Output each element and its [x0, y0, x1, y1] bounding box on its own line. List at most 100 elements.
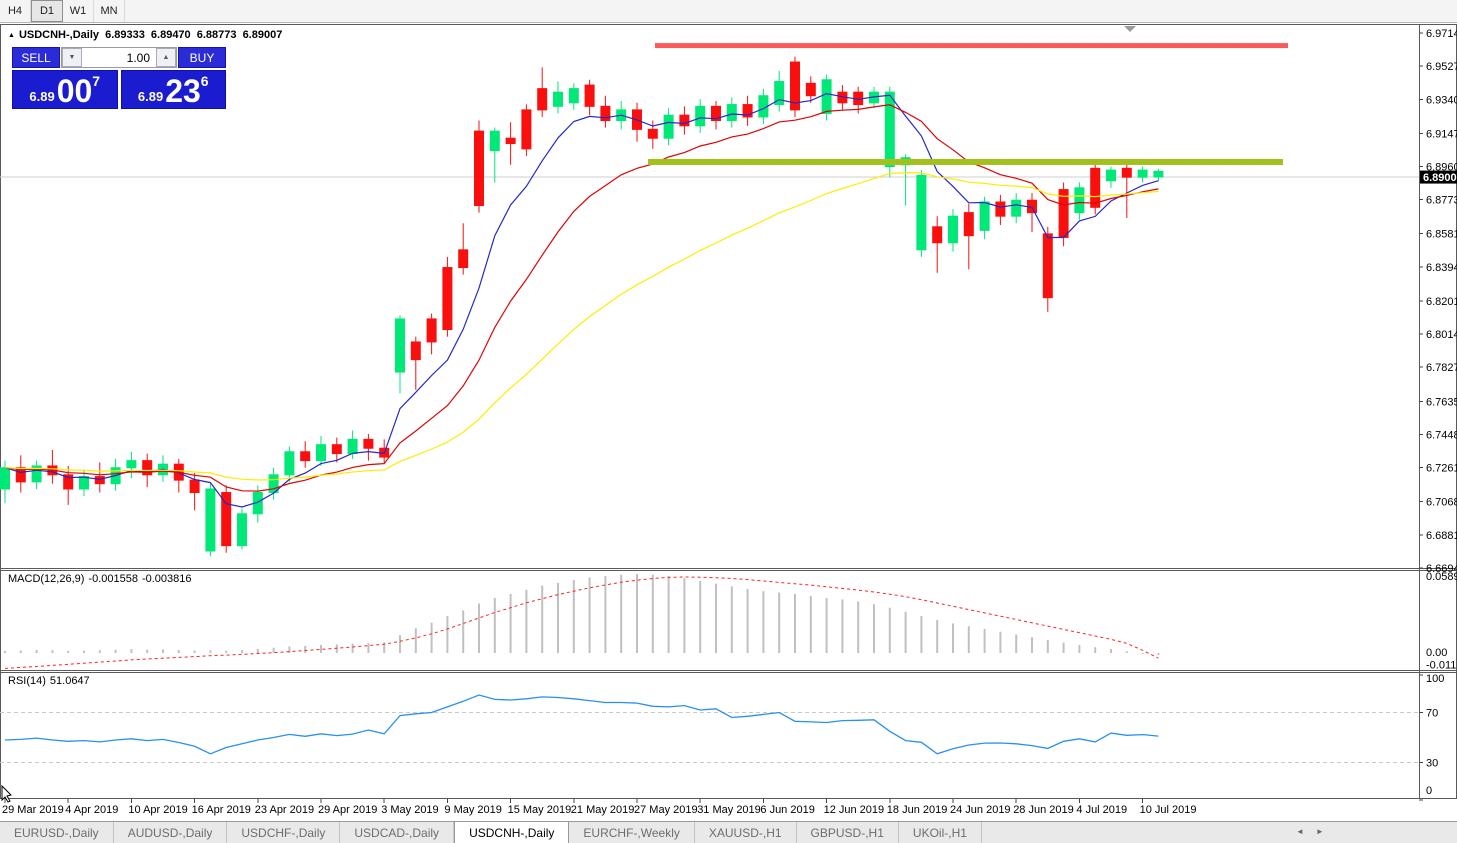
candle-body [647, 128, 658, 139]
volume-input[interactable]: 1.00 [126, 50, 150, 65]
date-axis-label: 4 Apr 2019 [65, 804, 118, 816]
macd-axis-label: -0.01127 [1426, 659, 1457, 671]
date-axis-label: 16 Apr 2019 [192, 804, 251, 816]
timeframe-w1[interactable]: W1 [63, 0, 94, 22]
tab-eurusd-daily[interactable]: EURUSD-,Daily [0, 822, 114, 843]
chart-background [0, 24, 1457, 820]
tab-scroll-right-icon[interactable]: ► [1315, 827, 1324, 836]
support-line[interactable] [648, 158, 1283, 165]
buy-price-tile[interactable]: 6.89 23 6 [120, 70, 226, 109]
price-axis-label: 6.85810 [1426, 229, 1457, 241]
ohlc-open: 6.89333 [105, 29, 145, 41]
candle-body [1090, 167, 1101, 208]
spin-up-icon: ▲ [162, 54, 170, 61]
volume-increase-button[interactable]: ▲ [156, 48, 176, 67]
date-axis-label: 12 Jun 2019 [824, 804, 885, 816]
tab-xauusd-h1[interactable]: XAUUSD-,H1 [695, 822, 797, 843]
candle-body [31, 465, 42, 483]
price-axis-label: 6.83940 [1426, 262, 1457, 274]
candle-body [221, 492, 232, 547]
price-axis-label: 6.82015 [1426, 296, 1457, 308]
rsi-indicator-label: RSI(14) 51.0647 [8, 675, 94, 687]
date-axis-label: 31 May 2019 [697, 804, 761, 816]
candle-body [489, 130, 500, 152]
buy-button[interactable]: BUY [178, 47, 226, 68]
tab-eurchf-weekly[interactable]: EURCHF-,Weekly [569, 822, 695, 843]
date-axis-label: 28 Jun 2019 [1013, 804, 1074, 816]
candle-body [63, 474, 74, 490]
tab-usdcnh-daily[interactable]: USDCNH-,Daily [454, 822, 570, 843]
candle-body [805, 82, 816, 97]
tab-ukoil-h1[interactable]: UKOil-,H1 [899, 822, 982, 843]
tab-audusd-daily[interactable]: AUDUSD-,Daily [114, 822, 228, 843]
sell-price-big: 00 [56, 73, 93, 109]
chart-symbol: USDCNH-,Daily [18, 29, 100, 41]
price-axis-label: 6.66945 [1426, 563, 1457, 575]
volume-group: ▼ 1.00 ▲ [61, 47, 177, 68]
sell-button[interactable]: SELL [12, 47, 60, 68]
date-axis-label: 4 Jul 2019 [1076, 804, 1127, 816]
candle-body [726, 104, 737, 122]
price-axis-label: 6.78275 [1426, 362, 1457, 374]
candle-body [1121, 167, 1132, 178]
price-axis-label: 6.70685 [1426, 497, 1457, 509]
date-axis-label: 10 Jul 2019 [1140, 804, 1197, 816]
moving-average-line [4, 171, 1159, 481]
date-axis-label: 23 Apr 2019 [255, 804, 314, 816]
moving-average-line [4, 92, 1159, 508]
date-axis-label: 3 May 2019 [381, 804, 438, 816]
candle-body [663, 114, 674, 139]
candle-body [995, 201, 1006, 217]
date-axis-label: 27 May 2019 [634, 804, 698, 816]
date-axis-label: 18 Jun 2019 [887, 804, 948, 816]
chart-tab-bar: EURUSD-,Daily AUDUSD-,Daily USDCHF-,Daily U… [0, 821, 1457, 843]
macd-indicator-label: MACD(12,26,9) -0.001558 -0.003816 [8, 573, 196, 585]
tab-scroll-left-icon[interactable]: ◄ [1296, 827, 1304, 836]
volume-decrease-button[interactable]: ▼ [62, 48, 82, 67]
date-axis-label: 15 May 2019 [508, 804, 572, 816]
macd-name: MACD(12,26,9) [8, 573, 85, 585]
ohlc-low: 6.88773 [196, 29, 237, 41]
sell-price-tile[interactable]: 6.89 00 7 [12, 70, 118, 109]
date-axis-label: 6 Jun 2019 [760, 804, 814, 816]
candle-body [932, 226, 943, 244]
timeframe-d1[interactable]: D1 [31, 0, 63, 22]
macd-axis-label: 0.00 [1426, 647, 1447, 659]
candle-body [205, 488, 216, 552]
date-axis-label: 29 Mar 2019 [2, 804, 64, 816]
candle-body [948, 215, 958, 244]
resistance-line[interactable] [655, 43, 1288, 49]
candle-body [1137, 169, 1148, 178]
rsi-name: RSI(14) [8, 675, 46, 687]
tab-gbpusd-h1[interactable]: GBPUSD-,H1 [797, 822, 899, 843]
timeframe-mn[interactable]: MN [94, 0, 125, 22]
candle-body [410, 341, 421, 361]
candle-body [963, 212, 974, 237]
macd-signal-value: -0.003816 [141, 573, 192, 585]
price-axis-label: 6.89605 [1426, 161, 1457, 173]
ohlc-close: 6.89007 [242, 29, 283, 41]
timeframe-toolbar: H4 D1 W1 MN [0, 0, 1457, 23]
candle-body [1106, 169, 1116, 182]
tab-usdchf-daily[interactable]: USDCHF-,Daily [227, 822, 341, 843]
tab-usdcad-daily[interactable]: USDCAD-,Daily [340, 822, 455, 843]
candle-body [300, 451, 311, 462]
buy-price-big: 23 [165, 73, 201, 109]
price-axis-label: 6.87735 [1426, 195, 1457, 207]
candle-body [742, 104, 753, 118]
candle-body [94, 476, 105, 485]
timeframe-h4[interactable]: H4 [0, 0, 31, 22]
candle-body [363, 438, 374, 449]
candle-body [395, 318, 405, 373]
candle-body [474, 130, 484, 207]
candle-body [331, 444, 342, 455]
candle-body [1074, 187, 1085, 214]
rsi-axis-label: 70 [1426, 708, 1438, 720]
chart-shift-marker[interactable] [1124, 26, 1136, 32]
sell-price-sup: 7 [92, 73, 101, 89]
candle-body [568, 88, 579, 104]
rsi-value: 51.0647 [49, 675, 90, 687]
rsi-axis-label: 0 [1426, 785, 1432, 797]
